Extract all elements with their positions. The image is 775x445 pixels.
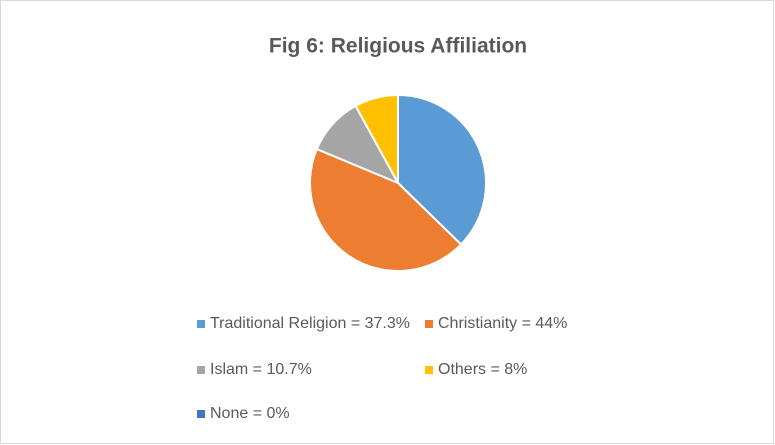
legend-swatch bbox=[197, 320, 205, 328]
legend-swatch bbox=[425, 366, 433, 374]
legend-swatch bbox=[197, 410, 205, 418]
legend-label: None = 0% bbox=[210, 405, 290, 422]
legend-label: Christianity = 44% bbox=[438, 315, 567, 332]
legend-label: Islam = 10.7% bbox=[210, 361, 312, 378]
legend-label: Traditional Religion = 37.3% bbox=[210, 315, 410, 332]
legend-swatch bbox=[425, 320, 433, 328]
pie-slice bbox=[397, 93, 487, 246]
legend-label: Others = 8% bbox=[438, 361, 527, 378]
pie-slice bbox=[309, 147, 463, 272]
chart-title: Fig 6: Religious Affiliation bbox=[269, 35, 527, 58]
legend-swatch bbox=[197, 366, 205, 374]
